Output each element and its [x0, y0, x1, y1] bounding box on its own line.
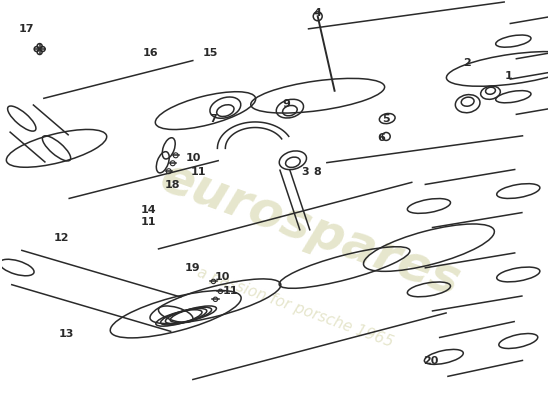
Text: 5: 5: [382, 114, 390, 124]
Text: 8: 8: [314, 167, 322, 177]
Text: 4: 4: [314, 8, 322, 18]
Text: 18: 18: [165, 180, 180, 190]
Text: 7: 7: [210, 114, 217, 124]
Text: 3: 3: [301, 167, 309, 177]
Text: 19: 19: [185, 262, 200, 272]
Text: 17: 17: [19, 24, 35, 34]
Text: a passion for porsche 1965: a passion for porsche 1965: [195, 265, 395, 350]
Text: 16: 16: [143, 48, 159, 58]
Text: 12: 12: [54, 233, 69, 243]
Text: 14: 14: [141, 205, 157, 215]
Text: 6: 6: [377, 134, 385, 144]
Text: 15: 15: [203, 48, 218, 58]
Text: 11: 11: [141, 217, 157, 227]
Text: 2: 2: [463, 58, 471, 68]
Text: 20: 20: [423, 356, 438, 366]
Text: 11: 11: [223, 286, 238, 296]
Text: 9: 9: [282, 99, 290, 109]
Text: 10: 10: [214, 272, 230, 282]
Text: 11: 11: [191, 167, 206, 177]
Text: 10: 10: [186, 153, 201, 163]
Text: 1: 1: [504, 71, 512, 81]
Text: eurospares: eurospares: [153, 153, 466, 306]
Text: 13: 13: [59, 329, 74, 339]
